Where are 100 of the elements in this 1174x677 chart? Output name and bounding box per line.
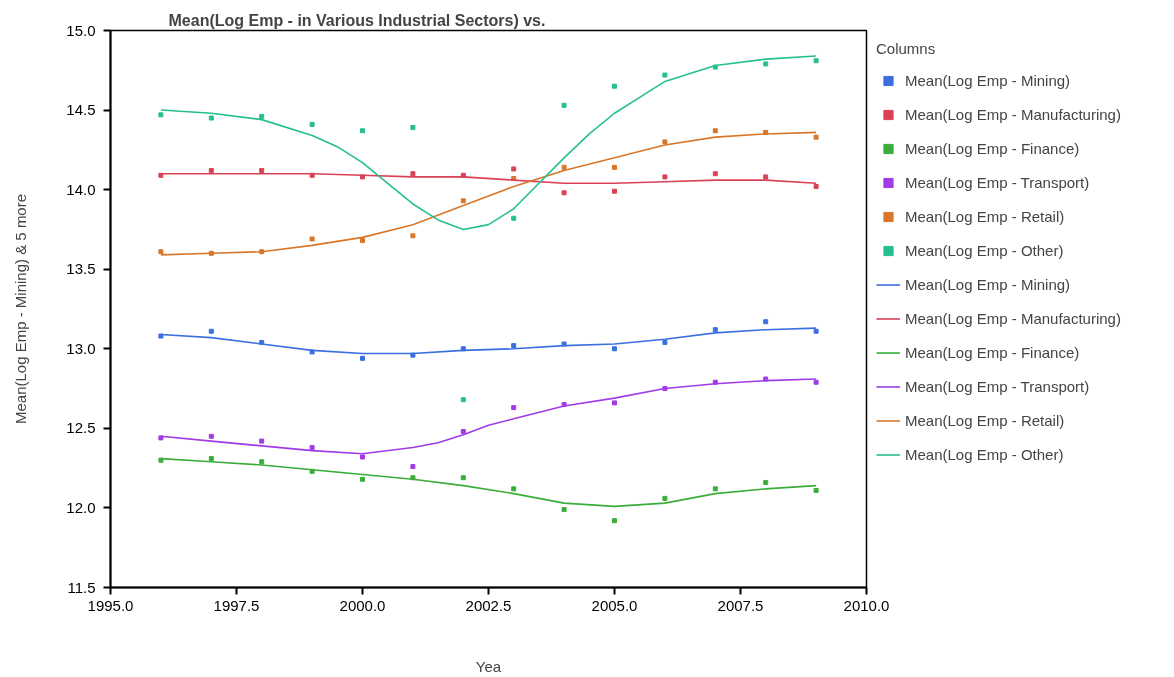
- point: [612, 164, 617, 170]
- x-tick-label: 1997.5: [213, 596, 260, 614]
- point: [158, 172, 164, 178]
- legend-label: Mean(Log Emp - Other): [905, 445, 1064, 465]
- point: [813, 134, 819, 140]
- point: [763, 319, 769, 325]
- point: [158, 112, 164, 118]
- point: [460, 475, 466, 481]
- point: [309, 444, 315, 450]
- y-tick-label: 14.0: [66, 180, 96, 198]
- x-tick-label: 2010.0: [843, 596, 890, 614]
- point: [208, 456, 214, 462]
- point: [360, 454, 365, 460]
- point: [511, 343, 517, 349]
- point: [813, 487, 819, 493]
- point: [813, 328, 819, 334]
- legend-label: Mean(Log Emp - Manufacturing): [905, 105, 1121, 125]
- point: [561, 341, 567, 347]
- point: [561, 507, 567, 513]
- point: [460, 429, 466, 435]
- y-tick-label: 12.5: [66, 419, 96, 437]
- point: [813, 379, 819, 385]
- point: [612, 346, 617, 352]
- y-tick-label: 15.0: [66, 21, 96, 39]
- point: [360, 174, 365, 180]
- point: [158, 249, 164, 255]
- point: [460, 397, 466, 403]
- point: [511, 215, 517, 221]
- legend-label: Mean(Log Emp - Mining): [905, 71, 1071, 91]
- point: [662, 72, 668, 78]
- point: [763, 174, 769, 180]
- point: [410, 233, 416, 239]
- point: [360, 128, 365, 134]
- point: [158, 457, 164, 463]
- point: [208, 168, 214, 174]
- point: [511, 166, 517, 172]
- legend-label: Mean(Log Emp - Manufacturing): [905, 309, 1121, 329]
- point: [561, 164, 567, 170]
- point: [662, 339, 668, 345]
- line-series: [160, 55, 817, 231]
- y-tick-label: 13.0: [66, 339, 96, 357]
- point: [259, 438, 265, 444]
- line-series: [160, 457, 817, 508]
- x-tick-label: 2002.5: [465, 596, 512, 614]
- point: [511, 405, 517, 411]
- point: [360, 476, 365, 482]
- x-tick-label: 2007.5: [717, 596, 764, 614]
- point: [612, 400, 617, 406]
- y-tick-label: 12.0: [66, 498, 96, 516]
- legend-label: Mean(Log Emp - Retail): [905, 207, 1065, 227]
- legend-label: Mean(Log Emp - Other): [905, 241, 1064, 261]
- point: [360, 355, 365, 361]
- legend-label: Mean(Log Emp - Transport): [905, 377, 1090, 397]
- y-tick-label: 11.5: [67, 578, 96, 596]
- point: [712, 171, 718, 177]
- point: [662, 495, 668, 501]
- point: [763, 376, 769, 382]
- point: [460, 198, 466, 204]
- point: [410, 125, 416, 131]
- x-axis-title: Yea: [475, 657, 502, 675]
- point: [208, 433, 214, 439]
- y-axis-title: Mean(Log Emp - Mining) & 5 more: [12, 193, 30, 425]
- point: [813, 58, 819, 64]
- chart-title: Mean(Log Emp - in Various Industrial Sectors) vs.: [168, 11, 546, 29]
- point: [612, 518, 617, 524]
- point: [360, 238, 365, 244]
- point: [612, 83, 617, 89]
- point: [511, 486, 517, 492]
- x-tick-label: 1995.0: [87, 596, 134, 614]
- point: [561, 102, 567, 108]
- point: [662, 139, 668, 145]
- point: [561, 190, 567, 196]
- legend-label: Mean(Log Emp - Transport): [905, 173, 1090, 193]
- point: [208, 328, 214, 334]
- legend-label: Mean(Log Emp - Finance): [905, 343, 1080, 363]
- point: [410, 464, 416, 470]
- legend-label: Mean(Log Emp - Finance): [905, 139, 1080, 159]
- point: [309, 121, 315, 127]
- legend-label: Mean(Log Emp - Retail): [905, 411, 1065, 431]
- point: [309, 349, 315, 355]
- point: [309, 236, 315, 242]
- point: [763, 479, 769, 485]
- point: [712, 128, 718, 134]
- legend-title: Columns: [876, 40, 937, 57]
- y-tick-label: 13.5: [66, 260, 96, 278]
- point: [410, 171, 416, 177]
- point: [763, 61, 769, 67]
- x-tick-label: 2005.0: [591, 596, 638, 614]
- point: [158, 333, 164, 339]
- point: [259, 168, 265, 174]
- point: [662, 174, 668, 180]
- x-tick-label: 2000.0: [339, 596, 386, 614]
- point: [712, 327, 718, 333]
- line-series: [160, 131, 817, 256]
- point: [259, 459, 265, 465]
- point: [410, 352, 416, 358]
- point: [712, 486, 718, 492]
- point: [259, 113, 265, 119]
- y-tick-label: 14.5: [66, 101, 96, 119]
- point: [208, 115, 214, 121]
